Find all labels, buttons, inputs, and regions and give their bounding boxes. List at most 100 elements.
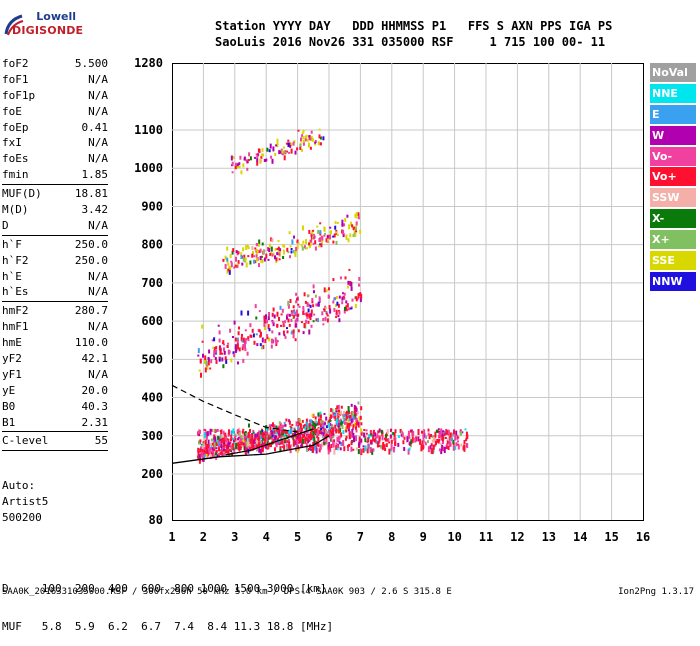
param-row: yF1 N/A [2,367,108,383]
echo-point [345,309,348,312]
echo-point [215,359,218,364]
echo-point [314,444,317,451]
echo-point [245,441,248,448]
echo-point [312,431,315,436]
logo-lowell-text: Lowell [36,10,76,23]
echo-point [343,446,346,452]
echo-point [209,455,212,459]
echo-point [353,407,356,412]
echo-point [278,317,280,321]
echo-point [358,283,360,287]
echo-point [211,442,214,446]
echo-point [355,212,358,216]
echo-point [286,446,289,451]
echo-point [362,447,365,453]
echo-point [247,255,250,258]
echo-point [460,443,463,447]
echo-point [337,315,340,318]
echo-point [275,144,278,147]
echo-point [289,445,292,450]
echo-point [226,439,229,445]
echo-point [347,422,350,427]
echo-point [268,435,271,440]
echo-point [312,304,315,308]
x-tick-label: 1 [168,530,175,544]
echo-point [322,424,325,428]
echo-point [349,307,352,310]
legend-item: SSW [650,188,696,208]
echo-point [294,312,297,317]
version-label: Ion2Png 1.3.17 [618,587,694,597]
echo-point [393,432,396,438]
param-row: h`E N/A [2,269,108,285]
echo-point [437,439,440,442]
params-separator [2,184,108,186]
echo-point [328,287,330,291]
echo-point [368,434,371,440]
echo-point [326,318,329,323]
echo-point [210,442,212,446]
echo-point [268,328,271,332]
echo-point [325,416,328,421]
echo-point [343,414,346,417]
echo-point [201,445,204,450]
echo-point [244,329,247,332]
echo-point [299,428,302,432]
echo-point [335,418,338,424]
echo-point [324,232,326,235]
echo-point [230,260,233,263]
echo-point [296,245,299,250]
echo-point [420,446,423,452]
echo-point [212,346,215,349]
echo-point [324,422,326,425]
echo-point [281,308,284,313]
echo-point [206,452,209,457]
echo-point [230,434,233,438]
echo-point [229,447,231,449]
echo-point [278,150,281,155]
echo-point [258,329,261,333]
echo-point [319,414,322,419]
echo-point [453,429,455,435]
param-row: foF1 N/A [2,72,108,88]
echo-point [252,251,254,255]
echo-point [397,442,400,447]
echo-point [270,344,273,349]
echo-point [288,442,291,446]
echo-point [327,294,330,299]
echo-point [346,303,349,308]
echo-point [241,430,244,434]
echo-point [274,255,276,260]
echo-point [266,147,269,152]
echo-point [229,266,232,270]
echo-point [457,444,460,450]
grid-lines [172,63,643,520]
echo-point [342,233,345,238]
echo-point [355,435,357,442]
echo-point [335,296,338,299]
echo-point [271,253,274,257]
echo-point [237,361,239,365]
echo-point [303,424,306,427]
echo-point [262,437,264,441]
echo-point [438,448,441,452]
echo-point [236,263,239,267]
polarization-legend: NoVal NNE E W Vo- Vo+ SSW X- X+ SSE NNW [650,63,696,293]
artist-label: Artist5 [2,495,49,508]
echo-point [213,429,216,433]
echo-point [284,151,287,154]
echo-point [344,426,347,432]
param-row: hmE 110.0 [2,335,108,351]
echo-point [301,148,303,152]
echo-point [380,429,383,434]
echo-point [355,298,358,302]
echo-point [314,141,317,144]
param-value: 18.81 [74,187,108,201]
echo-point [316,435,319,439]
echo-point [308,242,310,246]
param-row: foF1p N/A [2,88,108,104]
echo-point [271,312,274,317]
echo-point [341,425,344,429]
legend-item: W [650,125,696,145]
echo-point [221,352,224,355]
